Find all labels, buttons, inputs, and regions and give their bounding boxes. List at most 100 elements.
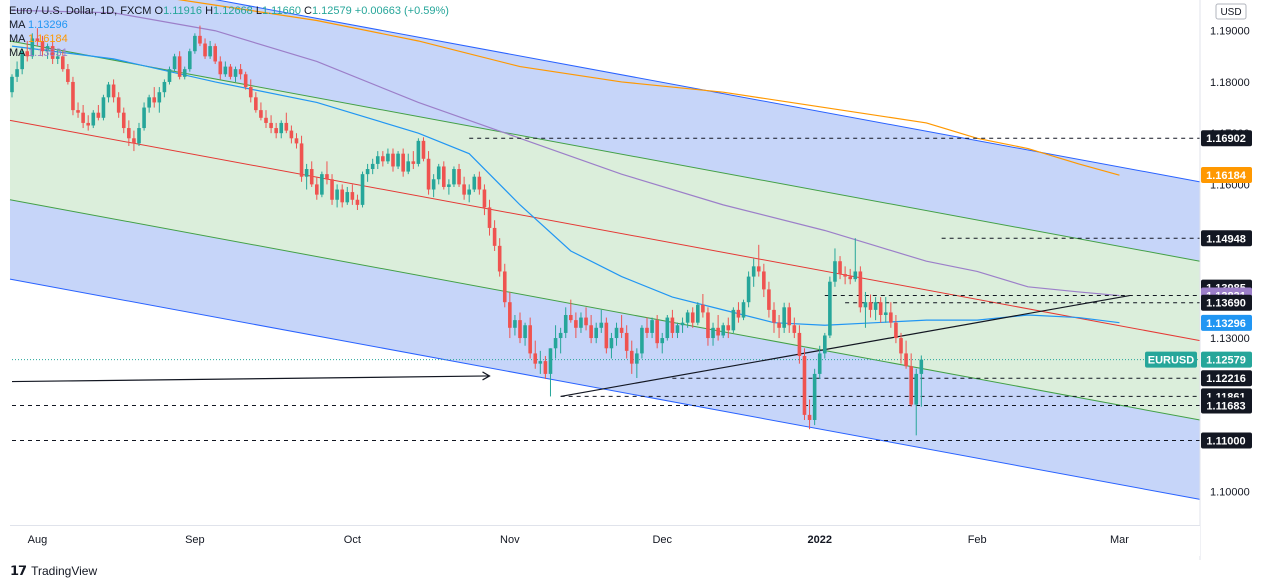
candle-body-154 [792, 325, 797, 333]
candle-body-109 [563, 315, 568, 333]
tradingview-watermark[interactable]: 𝟭𝟳 TradingView [10, 563, 97, 579]
candle-body-42 [223, 66, 228, 75]
candle-body-80 [416, 140, 421, 164]
regression-channel-bands [9, 0, 1201, 526]
candle-body-149 [767, 289, 771, 310]
candle-body-8 [50, 46, 55, 59]
candle-body-79 [411, 161, 416, 164]
candle-body-78 [406, 161, 411, 172]
candle-body-102 [528, 325, 532, 354]
candle-body-64 [335, 189, 339, 200]
candle-body-121 [624, 332, 629, 351]
candle-body-25 [137, 128, 141, 144]
x-tick-label-5: 2022 [807, 534, 831, 546]
candle-body-6 [40, 40, 45, 52]
x-tick-label-0: Aug [28, 534, 48, 546]
candle-body-106 [548, 348, 553, 374]
candle-body-164 [843, 274, 847, 277]
candle-body-5 [35, 38, 40, 41]
candle-body-136 [701, 304, 705, 313]
candle-body-22 [121, 112, 126, 129]
price-label-0: 1.16902 [1206, 133, 1246, 145]
candle-body-49 [259, 110, 263, 118]
candle-body-31 [167, 69, 172, 82]
y-tick-label-0: 1.19000 [1210, 26, 1250, 38]
ma-row-1[interactable]: MA 1.13296 [9, 19, 68, 31]
candle-body-150 [772, 309, 776, 323]
candle-body-126 [650, 320, 654, 333]
ohlc-open: O1.11916 [154, 5, 203, 17]
horizontal-levels [12, 137, 1200, 441]
x-tick-label-7: Mar [1110, 534, 1129, 546]
ma-line-2 [177, 0, 1120, 176]
candle-body-58 [304, 169, 309, 177]
candle-body-145 [746, 276, 751, 303]
candle-body-38 [203, 43, 207, 57]
candle-body-138 [711, 327, 715, 339]
candle-body-51 [269, 122, 273, 129]
candle-body-24 [132, 138, 136, 144]
candle-body-103 [533, 353, 538, 364]
candle-body-125 [645, 327, 649, 333]
candle-body-73 [381, 156, 385, 162]
ma-row-3[interactable]: MA 1.13831 [9, 47, 68, 59]
candle-body-152 [782, 307, 786, 328]
candle-body-83 [431, 179, 436, 190]
candle-body-93 [482, 189, 487, 208]
candle-body-45 [238, 69, 243, 75]
trendline-1 [11, 375, 490, 383]
candle-body-88 [457, 169, 461, 185]
candle-body-158 [812, 373, 817, 420]
candle-body-36 [193, 35, 197, 52]
price-label-bg-8 [1201, 370, 1252, 387]
candle-body-110 [569, 315, 573, 321]
ma-row-2[interactable]: MA 1.16184 [9, 33, 68, 45]
candle-body-53 [279, 122, 284, 134]
candle-body-175 [899, 338, 903, 354]
candle-body-114 [589, 325, 593, 339]
channel-band-0 [10, 0, 1200, 262]
currency-box [1215, 3, 1247, 20]
price-label-8: 1.12216 [1206, 373, 1246, 385]
candle-body-0 [10, 76, 14, 93]
candle-body-76 [396, 153, 400, 167]
candle-body-55 [289, 130, 294, 139]
candle-body-166 [853, 271, 858, 280]
candle-body-61 [320, 174, 324, 195]
candle-body-63 [330, 179, 334, 200]
time-scale-bg [0, 526, 1200, 556]
candle-body-107 [553, 338, 558, 349]
candle-body-124 [640, 327, 644, 354]
candle-body-17 [96, 112, 101, 118]
candle-body-95 [492, 227, 497, 246]
candle-body-172 [883, 312, 888, 315]
price-label-11: 1.11000 [1206, 435, 1245, 447]
candle-body-46 [243, 74, 248, 88]
candle-body-143 [736, 309, 741, 318]
candle-body-7 [45, 46, 50, 52]
watermark-text: TradingView [31, 564, 98, 578]
ma-line-1 [11, 45, 1120, 326]
symbol-title: Euro / U.S. Dollar, 1D, FXCM [9, 5, 152, 17]
candle-body-18 [101, 97, 106, 118]
currency-label: USD [1220, 7, 1241, 18]
candle-body-144 [741, 302, 746, 318]
candle-body-91 [472, 176, 477, 190]
candle-body-156 [802, 355, 807, 415]
channel-band-1 [10, 40, 1200, 341]
candle-body-37 [198, 35, 202, 44]
candlesticks [10, 25, 924, 436]
price-label-bg-6 [1201, 314, 1252, 331]
candle-body-112 [579, 317, 583, 328]
price-label-5: 1.13690 [1206, 298, 1246, 310]
candle-body-85 [442, 166, 446, 187]
ohlc-low: L1.11660 [255, 5, 301, 17]
candle-body-94 [487, 207, 492, 228]
channel-line-4 [9, 278, 1201, 500]
trendline-0 [560, 294, 1130, 398]
price-label-bg-7 [1201, 351, 1252, 368]
candle-body-21 [116, 97, 121, 113]
candle-body-173 [889, 312, 893, 323]
candle-body-72 [375, 156, 380, 164]
